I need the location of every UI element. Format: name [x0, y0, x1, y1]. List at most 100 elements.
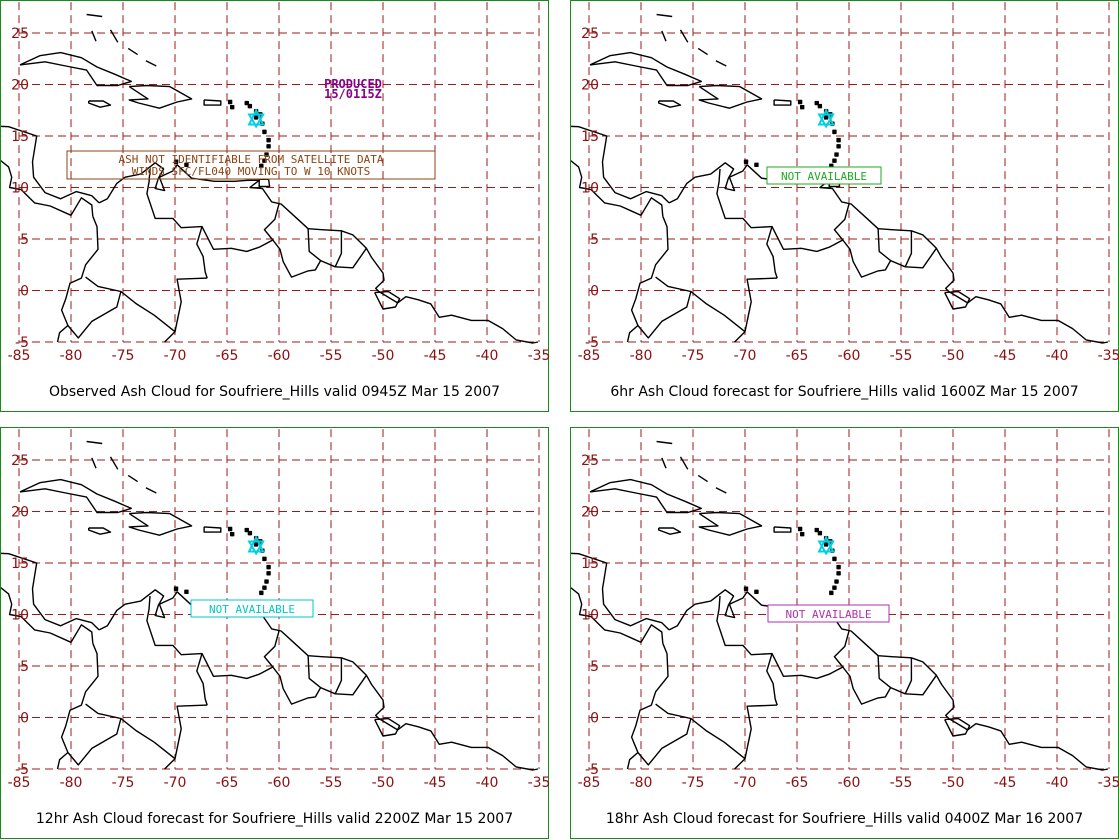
island	[259, 590, 264, 596]
panel-title: 12hr Ash Cloud forecast for Soufriere_Hi…	[35, 811, 514, 827]
coastline	[715, 487, 727, 494]
island	[814, 100, 819, 106]
not-available-box	[766, 166, 882, 185]
country-border	[890, 657, 913, 695]
coastline	[944, 290, 971, 310]
country-border	[67, 291, 122, 339]
country-border	[164, 758, 176, 770]
coastline	[86, 13, 103, 18]
island	[253, 542, 259, 547]
lat-tick-label: -5	[585, 335, 599, 351]
country-border	[905, 674, 937, 696]
country-border	[146, 168, 208, 279]
ash-note-line2: WINDS SFC/FL040 MOVING TO W 10 KNOTS	[132, 165, 370, 178]
coastline	[127, 474, 138, 483]
island	[264, 579, 269, 584]
coastline	[1, 586, 94, 644]
island	[253, 115, 259, 120]
lon-tick-label: -80	[60, 775, 83, 791]
country-border	[335, 247, 367, 269]
coastline	[668, 162, 1109, 344]
lat-tick-label: 0	[20, 284, 29, 300]
coastline	[571, 552, 670, 631]
grid	[588, 2, 1110, 343]
map-panel-12hr: 25 20 15 10 5 0 -5 -85 -80 -75 -70 -65 -60 -55 -50 -45 -…	[0, 427, 550, 839]
country-border	[655, 703, 778, 760]
island	[817, 530, 823, 536]
lat-tick-label: 25	[581, 26, 599, 42]
island	[247, 530, 253, 536]
not-available-text: NOT AVAILABLE	[781, 170, 867, 183]
island	[262, 158, 267, 163]
country-border	[734, 331, 746, 343]
island	[817, 103, 823, 109]
lon-tick-label: -65	[786, 348, 809, 364]
island	[266, 571, 271, 576]
island	[797, 99, 803, 105]
island	[184, 589, 189, 595]
lon-tick-label: -85	[8, 775, 31, 791]
coastline	[109, 29, 119, 43]
lat-tick-label: 20	[581, 505, 599, 521]
map-panel-6hr: 25 20 15 10 5 0 -5 -85 -80 -75 -70 -65 -60 -55 -50 -45 -…	[570, 0, 1119, 412]
lat-tick-label: -5	[15, 762, 29, 778]
lon-tick-label: -65	[216, 775, 239, 791]
coastline	[109, 456, 119, 470]
lon-tick-label: -70	[734, 348, 757, 364]
lon-tick-label: -50	[942, 775, 965, 791]
island	[244, 527, 249, 533]
island	[797, 526, 803, 532]
not-available-text: NOT AVAILABLE	[209, 603, 295, 616]
lon-tick-label: -50	[942, 348, 965, 364]
lon-tick-label: -80	[630, 348, 653, 364]
not-available-box	[190, 599, 314, 618]
island	[244, 100, 249, 106]
lat-tick-label: 10	[11, 181, 29, 197]
island	[266, 144, 271, 149]
panel-title: 18hr Ash Cloud forecast for Soufriere_Hi…	[605, 811, 1084, 827]
coastline	[98, 589, 539, 771]
country-border	[146, 595, 208, 706]
country-border	[734, 758, 746, 770]
lon-tick-label: -70	[164, 348, 187, 364]
country-border	[716, 168, 778, 279]
island	[836, 571, 841, 576]
lat-tick-label: 15	[11, 129, 29, 145]
coastline	[1, 552, 100, 631]
coastline	[1, 125, 100, 204]
lon-tick-label: -55	[890, 348, 913, 364]
lat-tick-label: 25	[581, 453, 599, 469]
coastline	[668, 589, 1109, 771]
coastline	[98, 162, 539, 344]
coastline	[127, 47, 138, 56]
lon-tick-label: -60	[838, 348, 861, 364]
lon-tick-label: -35	[528, 348, 550, 364]
coastline	[698, 84, 763, 109]
coastline	[571, 586, 664, 644]
lat-tick-label: 10	[11, 608, 29, 624]
coastline	[658, 527, 682, 535]
country-border	[201, 203, 280, 253]
island	[262, 556, 267, 562]
country-border	[85, 276, 208, 333]
lon-tick-label: -50	[372, 348, 395, 364]
lat-tick-label: 25	[11, 453, 29, 469]
lat-tick-label: -5	[585, 762, 599, 778]
island	[266, 137, 271, 143]
lon-tick-label: -75	[682, 775, 705, 791]
lon-tick-label: -60	[838, 775, 861, 791]
country-border	[771, 630, 850, 680]
lon-tick-label: -40	[1046, 775, 1069, 791]
lon-tick-label: -65	[786, 775, 809, 791]
lat-tick-label: 15	[581, 556, 599, 572]
island	[264, 152, 269, 157]
coastline	[203, 99, 222, 106]
lon-tick-label: -50	[372, 775, 395, 791]
lon-tick-label: -45	[424, 775, 447, 791]
coastline	[19, 51, 132, 87]
lon-tick-label: -65	[216, 348, 239, 364]
coastline	[91, 30, 97, 42]
lat-tick-label: 20	[581, 78, 599, 94]
island	[834, 152, 839, 157]
lon-tick-label: -55	[320, 775, 343, 791]
